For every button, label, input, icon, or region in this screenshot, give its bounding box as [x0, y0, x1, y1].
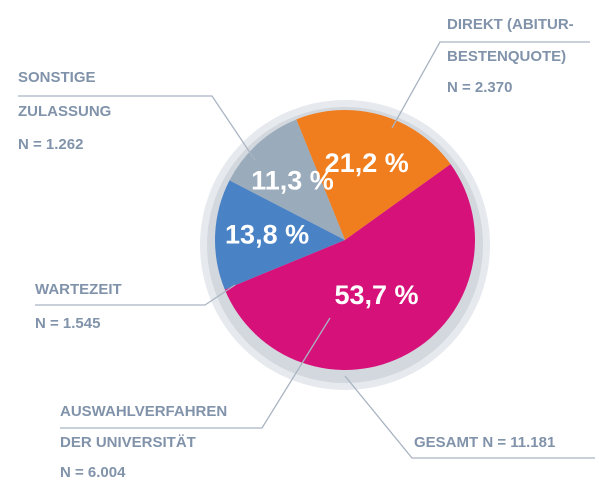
leader-line [35, 284, 236, 306]
pie-slice [229, 119, 345, 240]
leader-line [18, 95, 256, 161]
count-label: N = 2.370 [447, 79, 512, 96]
category-label: AUSWAHLVERFAHREN [60, 403, 227, 420]
value-label: 53,7 % [335, 280, 419, 310]
category-label: DER UNIVERSITÄT [60, 434, 196, 451]
category-label: WARTEZEIT [35, 281, 122, 298]
count-label: N = 1.545 [35, 315, 100, 332]
total-label: GESAMT N = 11.181 [414, 434, 555, 451]
leader-line [391, 41, 590, 129]
category-label: ZULASSUNG [18, 103, 111, 120]
value-label: 21,2 % [325, 148, 409, 178]
category-label: SONSTIGE [18, 69, 96, 86]
value-label: 13,8 % [225, 220, 309, 250]
value-label: 11,3 % [251, 165, 334, 195]
category-label: DIREKT (ABITUR- [447, 16, 574, 33]
leader-line [344, 375, 595, 459]
pie-slice [296, 110, 451, 240]
count-label: N = 1.262 [18, 136, 83, 153]
pie-slice [224, 164, 475, 370]
leader-line [60, 317, 331, 429]
category-label: BESTENQUOTE) [447, 48, 566, 65]
pie-slice [215, 180, 345, 290]
pie [215, 110, 475, 370]
count-label: N = 6.004 [60, 464, 126, 481]
labels: 21,2 % DIREKT (ABITUR- BESTENQUOTE) N = 2.3… [18, 16, 595, 481]
